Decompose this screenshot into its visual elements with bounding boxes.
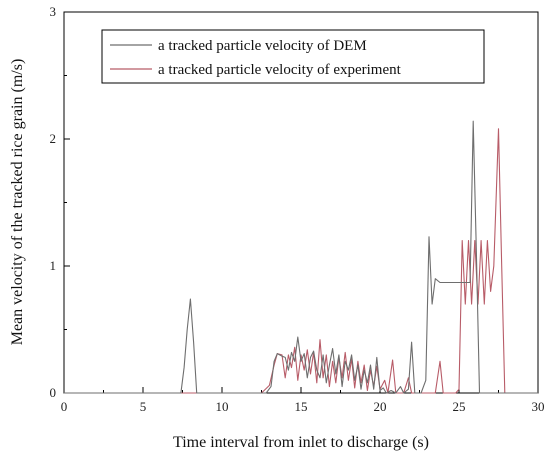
y-tick-label: 3 [50, 4, 57, 19]
y-axis-title: Mean velocity of the tracked rice grain … [9, 59, 26, 346]
x-tick-label: 15 [295, 399, 308, 414]
x-tick-label: 0 [61, 399, 68, 414]
series-layer [64, 120, 538, 394]
y-tick-label: 2 [50, 131, 57, 146]
series-line-dem [64, 120, 538, 394]
legend-label-experiment: a tracked particle velocity of experimen… [158, 62, 402, 78]
x-axis-title: Time interval from inlet to discharge (s… [173, 434, 429, 451]
x-tick-label: 10 [216, 399, 229, 414]
x-tick-label: 30 [532, 399, 545, 414]
x-tick-label: 20 [374, 399, 387, 414]
legend-label-dem: a tracked particle velocity of DEM [158, 38, 367, 54]
legend-box [101, 29, 485, 84]
y-tick-label: 1 [50, 258, 57, 273]
x-tick-label: 25 [453, 399, 466, 414]
legend: a tracked particle velocity of DEM a tra… [101, 29, 485, 84]
x-tick-label: 5 [140, 399, 147, 414]
y-tick-label: 0 [50, 385, 57, 400]
